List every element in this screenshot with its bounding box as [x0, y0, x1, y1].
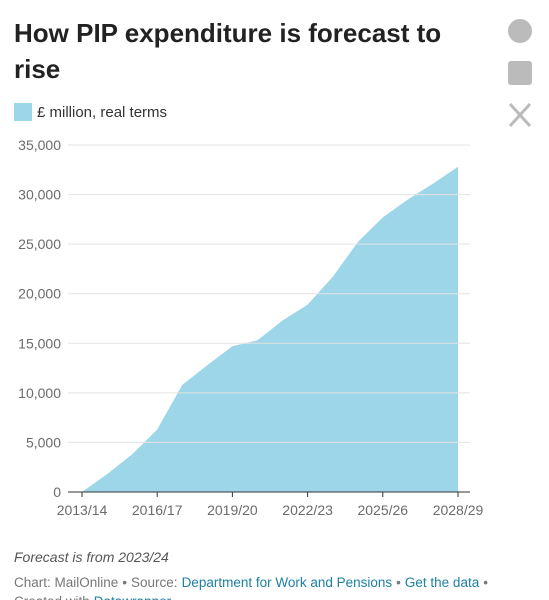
y-tick-label: 20,000 — [18, 286, 61, 302]
y-tick-label: 35,000 — [18, 137, 61, 153]
legend-swatch — [14, 103, 32, 121]
y-tick-label: 30,000 — [18, 187, 61, 203]
facebook-icon[interactable] — [508, 19, 532, 43]
chart-title: How PIP expenditure is forecast to — [14, 18, 441, 48]
y-tick-label: 5,000 — [26, 434, 61, 450]
y-tick-label: 10,000 — [18, 385, 61, 401]
footer-separator: • — [396, 575, 401, 590]
x-tick-label: 2025/26 — [357, 502, 408, 518]
chart-title: rise — [14, 54, 60, 84]
footer-chart: Chart: MailOnline — [14, 575, 118, 590]
share-icons — [508, 19, 532, 128]
footer-separator: • — [122, 575, 127, 590]
y-tick-label: 0 — [53, 484, 61, 500]
source-line: Chart: MailOnline • Source: Department for … — [14, 575, 488, 590]
x-tick-label: 2019/20 — [207, 502, 258, 518]
x-icon[interactable] — [508, 102, 532, 128]
x-tick-label: 2028/29 — [433, 502, 484, 518]
y-tick-label: 25,000 — [18, 236, 61, 252]
x-tick-label: 2013/14 — [57, 502, 108, 518]
legend-label: £ million, real terms — [37, 104, 167, 121]
y-tick-label: 15,000 — [18, 335, 61, 351]
footer-created: Created with — [14, 594, 90, 600]
area — [82, 166, 458, 492]
created-line: Created with Datawrapper — [14, 594, 172, 600]
footer-get-data[interactable]: Get the data — [405, 575, 480, 590]
x-tick-label: 2016/17 — [132, 502, 183, 518]
footer-source-label: Source: — [131, 575, 178, 590]
footer-tool[interactable]: Datawrapper — [94, 594, 172, 600]
footer-separator: • — [483, 575, 488, 590]
x-tick-label: 2022/23 — [282, 502, 333, 518]
linkedin-icon[interactable] — [508, 61, 532, 85]
footer-source[interactable]: Department for Work and Pensions — [182, 575, 393, 590]
note: Forecast is from 2023/24 — [14, 549, 169, 565]
